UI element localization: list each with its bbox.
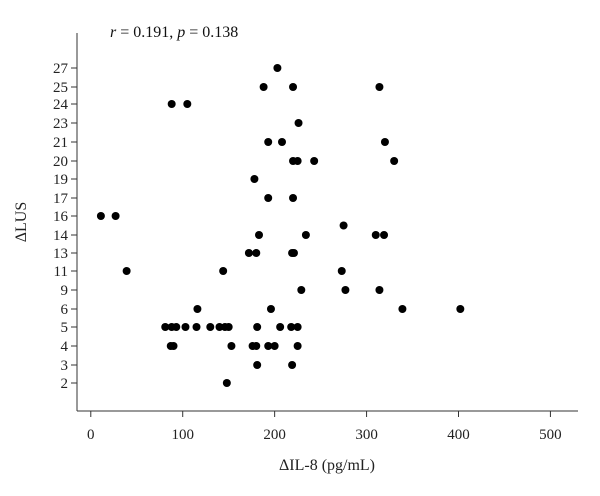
- data-point: [161, 323, 170, 331]
- data-point: [287, 323, 296, 331]
- x-tick-label: 0: [87, 427, 95, 443]
- data-point: [252, 249, 261, 257]
- data-point: [192, 323, 201, 331]
- y-tick-label: 2: [61, 376, 69, 392]
- data-point: [289, 249, 298, 257]
- data-point: [337, 267, 346, 275]
- data-points: [96, 64, 465, 387]
- x-tick-label: 300: [355, 427, 378, 443]
- data-point: [380, 138, 389, 146]
- y-tick-label: 5: [61, 320, 69, 336]
- data-point: [294, 119, 303, 127]
- x-tick-label: 400: [447, 427, 470, 443]
- tick-labels: 0 100 200 300 400 500234569111314161719202123…: [53, 61, 562, 443]
- y-axis-title: ΔLUS: [13, 202, 30, 243]
- data-point: [259, 83, 268, 91]
- data-point: [375, 286, 384, 294]
- data-point: [371, 231, 380, 239]
- y-tick-label: 4: [61, 339, 69, 355]
- data-point: [167, 100, 176, 108]
- data-point: [339, 221, 348, 230]
- y-tick-label: 23: [53, 116, 68, 132]
- data-point: [293, 323, 302, 331]
- axes: [76, 33, 578, 412]
- data-point: [181, 323, 190, 331]
- data-point: [289, 194, 298, 202]
- data-point: [390, 157, 399, 165]
- data-point: [310, 157, 319, 165]
- x-tick-label: 500: [539, 427, 562, 443]
- x-tick-label: 200: [263, 427, 286, 443]
- data-point: [341, 286, 350, 294]
- data-point: [193, 305, 202, 313]
- data-point: [270, 342, 279, 350]
- data-point: [253, 361, 262, 369]
- data-point: [96, 212, 105, 220]
- data-point: [169, 342, 178, 350]
- data-point: [293, 342, 302, 350]
- data-point: [289, 83, 298, 91]
- y-tick-label: 3: [61, 358, 69, 374]
- data-point: [244, 249, 253, 257]
- data-point: [264, 342, 273, 350]
- y-tick-label: 11: [54, 264, 68, 280]
- data-point: [222, 379, 231, 387]
- data-point: [172, 323, 181, 331]
- data-point: [224, 323, 233, 331]
- correlation-annotation: r = 0.191, p = 0.138: [110, 24, 238, 41]
- data-point: [206, 323, 215, 331]
- data-point: [266, 305, 275, 313]
- data-point: [264, 138, 273, 146]
- data-point: [276, 323, 285, 331]
- y-tick-label: 6: [61, 302, 69, 318]
- r-value: = 0.191,: [116, 24, 177, 41]
- y-tick-label: 25: [53, 80, 68, 96]
- y-tick-label: 27: [53, 61, 69, 77]
- data-point: [111, 212, 120, 220]
- data-point: [264, 194, 273, 202]
- y-tick-label: 24: [53, 97, 69, 113]
- data-point: [288, 361, 297, 369]
- p-value: = 0.138: [185, 24, 238, 41]
- data-point: [273, 64, 282, 72]
- data-point: [301, 231, 310, 239]
- x-tick-label: 100: [171, 427, 194, 443]
- data-point: [219, 267, 228, 275]
- data-point: [252, 342, 261, 350]
- data-point: [227, 342, 236, 350]
- data-point: [215, 323, 224, 331]
- data-point: [456, 305, 465, 313]
- y-tick-label: 14: [53, 228, 69, 244]
- y-tick-label: 16: [53, 209, 69, 225]
- data-point: [253, 323, 262, 331]
- data-point: [183, 100, 192, 108]
- x-axis-title: ΔIL-8 (pg/mL): [279, 457, 375, 474]
- data-point: [277, 138, 286, 146]
- y-tick-label: 20: [53, 154, 68, 170]
- ticks: [71, 67, 551, 417]
- y-tick-label: 13: [53, 246, 68, 262]
- data-point: [380, 231, 389, 239]
- r-symbol: r: [110, 24, 117, 41]
- y-tick-label: 21: [53, 135, 68, 151]
- data-point: [375, 83, 384, 91]
- data-point: [122, 267, 131, 275]
- data-point: [255, 231, 264, 239]
- y-tick-label: 17: [53, 191, 69, 207]
- data-point: [250, 175, 259, 183]
- data-point: [293, 157, 302, 165]
- data-point: [398, 305, 407, 313]
- y-tick-label: 19: [53, 172, 68, 188]
- p-symbol: p: [176, 24, 185, 41]
- y-tick-label: 9: [61, 283, 69, 299]
- data-point: [297, 286, 306, 294]
